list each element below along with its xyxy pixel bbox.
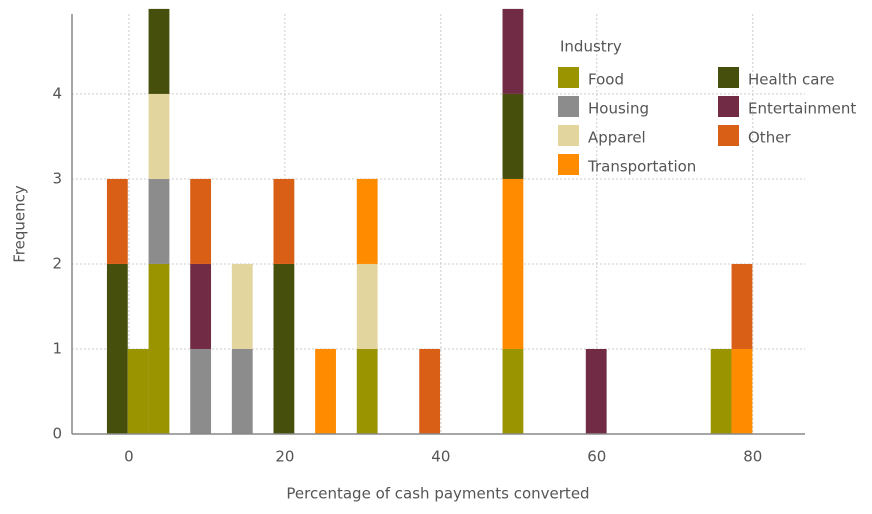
bar-segment bbox=[356, 178, 378, 264]
bar-segment bbox=[231, 263, 253, 349]
bar-segment bbox=[148, 178, 170, 264]
legend-label: Entertainment bbox=[748, 100, 856, 118]
bar-segment bbox=[502, 93, 524, 179]
legend-swatch bbox=[718, 125, 739, 146]
legend-title: Industry bbox=[560, 38, 622, 56]
bar-segment bbox=[273, 178, 295, 264]
bar-segment bbox=[127, 348, 149, 434]
bar-segment bbox=[190, 263, 212, 349]
x-tick-label: 40 bbox=[431, 448, 450, 466]
y-tick-label: 2 bbox=[52, 254, 62, 272]
bar-segment bbox=[502, 178, 524, 349]
bar-segment bbox=[148, 263, 170, 434]
bar-segment bbox=[315, 348, 336, 434]
bar-segment bbox=[356, 263, 378, 349]
legend-swatch bbox=[718, 67, 739, 88]
legend-label: Other bbox=[748, 129, 791, 147]
bar-segment bbox=[148, 93, 170, 179]
bar-segment bbox=[148, 8, 170, 94]
y-tick-label: 1 bbox=[52, 339, 62, 357]
bar-segment bbox=[731, 263, 753, 349]
legend-swatch bbox=[558, 154, 579, 175]
x-tick-label: 80 bbox=[743, 448, 762, 466]
x-axis-label: Percentage of cash payments converted bbox=[286, 485, 589, 503]
legend-swatch bbox=[558, 125, 579, 146]
bar-segment bbox=[356, 348, 378, 434]
y-axis-label: Frequency bbox=[11, 185, 29, 263]
y-tick-label: 0 bbox=[52, 425, 62, 443]
bar-segment bbox=[273, 263, 295, 434]
bar-segment bbox=[106, 263, 128, 434]
x-tick-label: 60 bbox=[587, 448, 606, 466]
bar-segment bbox=[231, 348, 253, 434]
legend-swatch bbox=[558, 96, 579, 117]
bar-segment bbox=[502, 8, 524, 94]
legend-label: Apparel bbox=[588, 129, 646, 147]
x-tick-label: 0 bbox=[124, 448, 134, 466]
bar-segment bbox=[190, 178, 212, 264]
legend-swatch bbox=[558, 67, 579, 88]
bar-segment bbox=[419, 348, 441, 434]
legend-label: Transportation bbox=[587, 158, 696, 176]
bar-segment bbox=[585, 348, 607, 434]
legend-label: Food bbox=[588, 71, 624, 89]
x-tick-label: 20 bbox=[275, 448, 294, 466]
bar-segment bbox=[106, 178, 128, 264]
bar-segment bbox=[502, 348, 524, 434]
legend-label: Health care bbox=[748, 71, 835, 89]
y-tick-label: 4 bbox=[52, 84, 62, 102]
legend-label: Housing bbox=[588, 100, 649, 118]
bar-segment bbox=[190, 348, 212, 434]
bar-segment bbox=[731, 348, 753, 434]
y-tick-label: 3 bbox=[52, 169, 62, 187]
legend-swatch bbox=[718, 96, 739, 117]
bar-segment bbox=[710, 348, 732, 434]
